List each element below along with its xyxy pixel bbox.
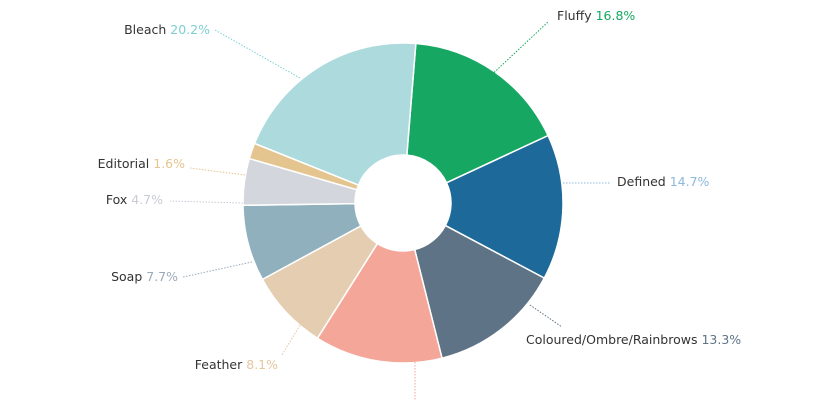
slice-label-name: Fox (106, 192, 127, 207)
leader-line (182, 261, 253, 278)
leader-line (189, 167, 246, 176)
slice-label: Coloured/Ombre/Rainbrows 13.3% (526, 332, 741, 347)
slice-label-name: Defined (617, 174, 666, 189)
slice-label: Fox 4.7% (106, 192, 163, 207)
slice-label-name: Bleach (124, 22, 166, 37)
slice-coloured-ombre-rainbrows[interactable] (413, 224, 546, 360)
slice-label: Editorial 1.6% (98, 156, 185, 171)
slice-bleach[interactable] (253, 42, 417, 187)
slice-label-value: 1.6% (149, 156, 185, 171)
leader-line (281, 319, 304, 356)
leader-line (529, 304, 563, 328)
slice-label: Fluffy 16.8% (557, 8, 635, 23)
slice-label-value: 7.7% (142, 269, 178, 284)
slice-label-name: Fluffy (557, 8, 592, 23)
slice-label-value: 4.7% (127, 192, 163, 207)
leader-line (214, 29, 301, 79)
leader-line (169, 200, 244, 204)
slice-defined[interactable] (444, 134, 564, 280)
slice-label-value: 20.2% (166, 22, 210, 37)
slice-label-name: Feather (195, 357, 243, 372)
slice-label: Feather 8.1% (195, 357, 278, 372)
slice-label-name: Coloured/Ombre/Rainbrows (526, 332, 697, 347)
slice-label-value: 13.3% (697, 332, 741, 347)
slice-label-name: Soap (111, 269, 142, 284)
slice-label-name: Editorial (98, 156, 150, 171)
slice-unlabeled[interactable] (316, 242, 443, 364)
slice-label: Bleach 20.2% (124, 22, 210, 37)
slice-label-value: 8.1% (242, 357, 278, 372)
slice-label-value: 16.8% (592, 8, 636, 23)
slice-label-value: 14.7% (666, 174, 710, 189)
slice-label: Soap 7.7% (111, 269, 178, 284)
slice-label: Defined 14.7% (617, 174, 710, 189)
slice-fluffy[interactable] (406, 42, 550, 184)
